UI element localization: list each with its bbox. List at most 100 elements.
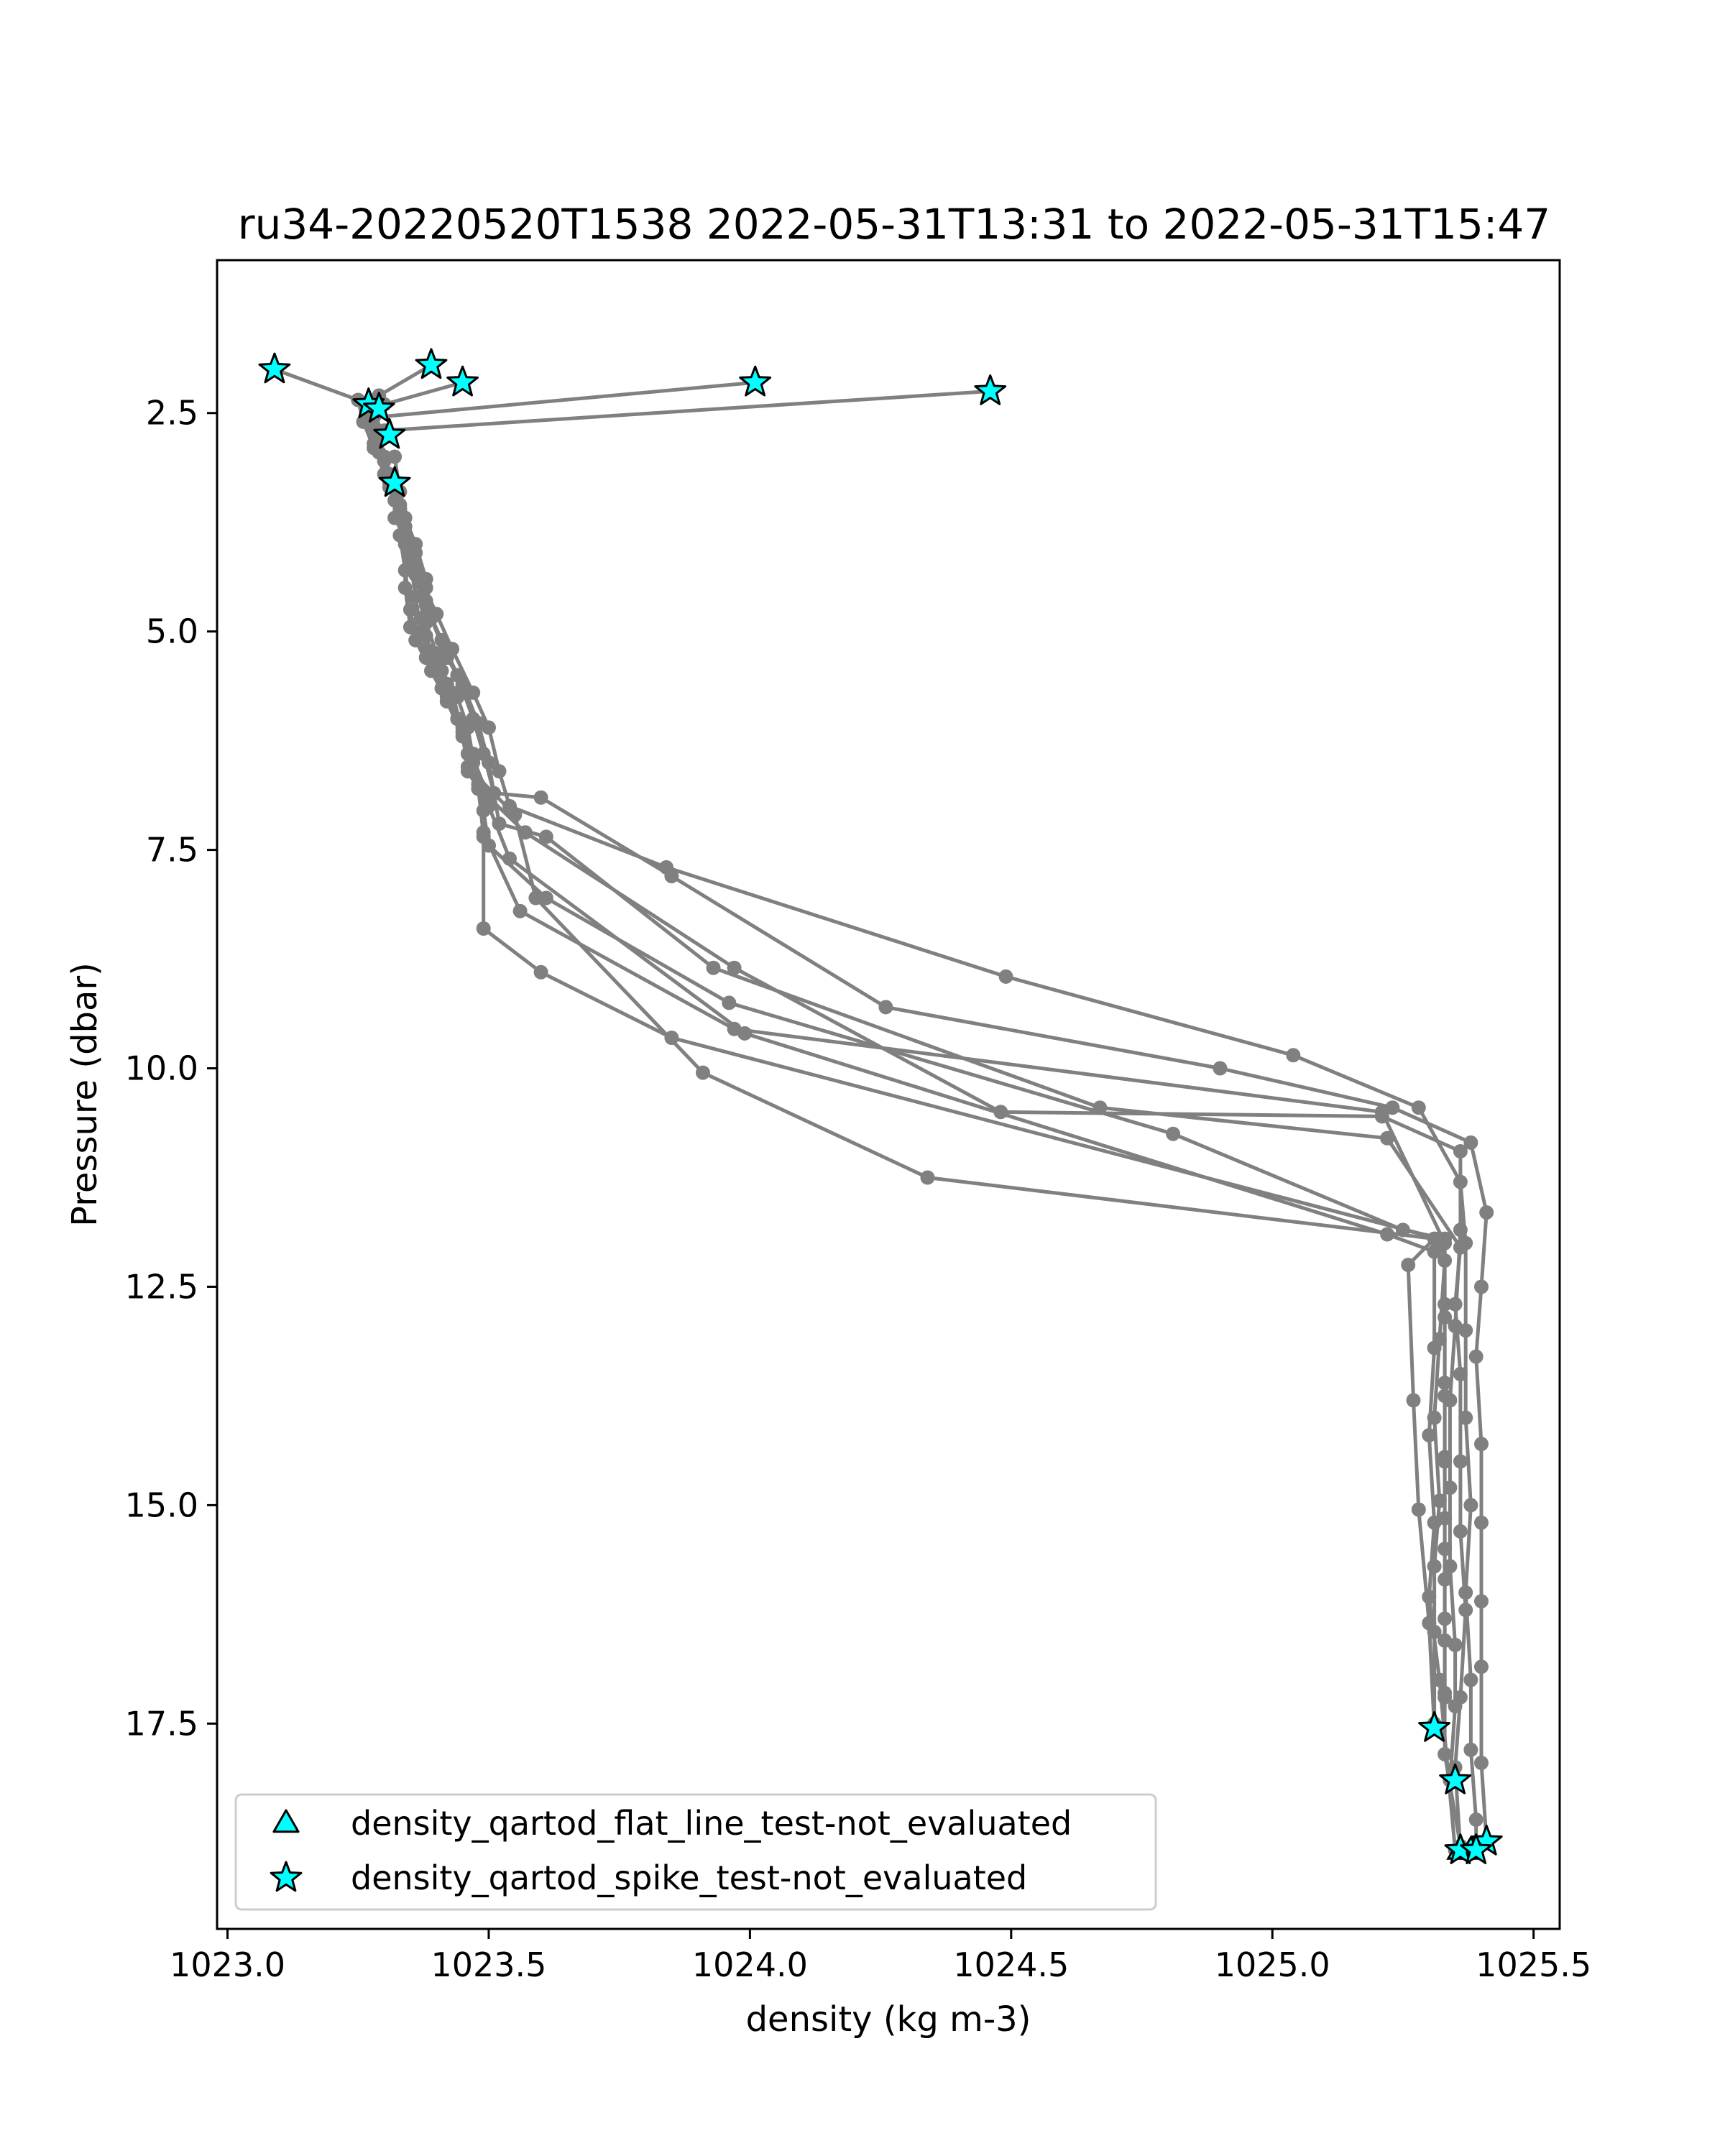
data-point <box>1463 1742 1478 1757</box>
data-point <box>482 755 496 770</box>
data-point <box>528 890 543 906</box>
data-point <box>1474 1437 1489 1452</box>
data-point <box>533 964 548 980</box>
data-point <box>1411 1100 1426 1115</box>
y-tick-label: 12.5 <box>125 1267 198 1306</box>
spike-flag-marker <box>362 392 395 423</box>
data-point <box>1166 1126 1181 1141</box>
y-tick-label: 5.0 <box>146 612 198 651</box>
data-point <box>1468 1349 1484 1364</box>
data-point <box>445 685 460 700</box>
x-tick-label: 1024.0 <box>692 1945 808 1984</box>
data-point <box>402 554 418 569</box>
data-point <box>1422 1428 1437 1443</box>
data-point <box>377 449 392 464</box>
spike-flag-marker <box>415 348 448 379</box>
data-point <box>1432 1493 1447 1508</box>
spike-flag-marker <box>446 365 479 397</box>
data-point <box>1380 1130 1395 1146</box>
data-point <box>538 829 553 844</box>
data-point <box>1406 1393 1421 1408</box>
data-point <box>455 676 470 691</box>
data-point <box>878 1000 893 1015</box>
y-tick-label: 15.0 <box>125 1485 198 1524</box>
data-point <box>1438 1253 1453 1268</box>
spike-flag-marker <box>378 466 411 497</box>
data-point <box>413 576 428 591</box>
data-point <box>512 903 528 918</box>
data-point <box>482 798 496 814</box>
spike-flag-marker <box>1460 1833 1493 1864</box>
data-point <box>1468 1812 1484 1827</box>
data-point <box>1453 1367 1468 1381</box>
chart-title: ru34-20220520T1538 2022-05-31T13:31 to 2… <box>238 200 1550 249</box>
data-point <box>722 995 737 1010</box>
x-tick-label: 1023.5 <box>431 1945 546 1984</box>
data-point <box>1374 1105 1389 1120</box>
spike-flag-marker <box>739 365 772 397</box>
data-point <box>1427 1515 1442 1530</box>
data-point <box>1427 1244 1442 1259</box>
data-point <box>696 1065 710 1080</box>
data-point <box>476 921 491 936</box>
data-point <box>1458 1603 1473 1618</box>
data-point <box>1463 1498 1478 1513</box>
y-tick-label: 7.5 <box>146 831 198 870</box>
data-point <box>1438 1376 1453 1391</box>
data-point <box>1474 1279 1489 1294</box>
x-tick-label: 1025.5 <box>1476 1945 1591 1984</box>
data-point <box>1463 1135 1478 1150</box>
data-point <box>1448 1699 1463 1713</box>
data-point <box>429 655 444 670</box>
data-point <box>727 960 742 975</box>
legend-frame <box>234 1793 1157 1911</box>
spike-flag-marker <box>373 418 406 449</box>
data-point <box>402 602 418 617</box>
x-axis-label: density (kg m-3) <box>746 1999 1031 2040</box>
legend-star-icon <box>270 1861 303 1892</box>
data-point <box>455 724 470 740</box>
data-point <box>1422 1590 1437 1604</box>
data-point <box>1438 1454 1453 1469</box>
data-point <box>1213 1061 1228 1076</box>
legend-label: density_qartod_flat_line_test-not_evalua… <box>351 1804 1072 1843</box>
data-point <box>466 685 481 700</box>
data-point <box>413 624 428 639</box>
data-point <box>387 449 402 464</box>
data-point <box>737 1026 753 1041</box>
y-tick-label: 17.5 <box>125 1704 198 1743</box>
data-point <box>706 960 721 975</box>
data-point <box>1286 1048 1301 1063</box>
legend: density_qartod_flat_line_test-not_evalua… <box>234 1793 1157 1911</box>
plot-frame <box>216 259 1561 1930</box>
data-point <box>1463 1672 1478 1687</box>
spike-flag-marker <box>1439 1763 1472 1795</box>
data-point <box>1474 1756 1489 1770</box>
data-point <box>998 969 1013 984</box>
x-tick-label: 1023.0 <box>170 1945 285 1984</box>
data-point <box>1438 1542 1453 1557</box>
x-tick-label: 1025.0 <box>1215 1945 1330 1984</box>
data-point <box>1427 1231 1442 1246</box>
legend-triangle-icon <box>272 1809 300 1833</box>
data-point <box>1427 1340 1442 1355</box>
flag-layer <box>258 348 1503 1864</box>
data-point <box>1479 1205 1494 1220</box>
x-tick-label: 1024.5 <box>953 1945 1069 1984</box>
data-point <box>1474 1659 1489 1674</box>
data-point <box>920 1170 935 1185</box>
data-point <box>502 851 517 866</box>
data-point <box>1380 1227 1395 1242</box>
y-tick-label: 10.0 <box>125 1049 198 1088</box>
data-point <box>1453 1454 1468 1469</box>
data-point <box>1453 1524 1468 1539</box>
legend-item-1: density_qartod_flat_line_test-not_evalua… <box>272 1804 1072 1843</box>
data-point <box>1453 1222 1468 1238</box>
data-point <box>1448 1319 1463 1334</box>
legend-label: density_qartod_spike_test-not_evaluated <box>351 1858 1027 1897</box>
data-point <box>408 589 423 604</box>
data-point <box>1401 1258 1416 1273</box>
data-point <box>397 519 413 534</box>
x-axis: 1023.0 1023.5 1024.0 1024.5 1025.0 1025.5 <box>170 1929 1591 1984</box>
